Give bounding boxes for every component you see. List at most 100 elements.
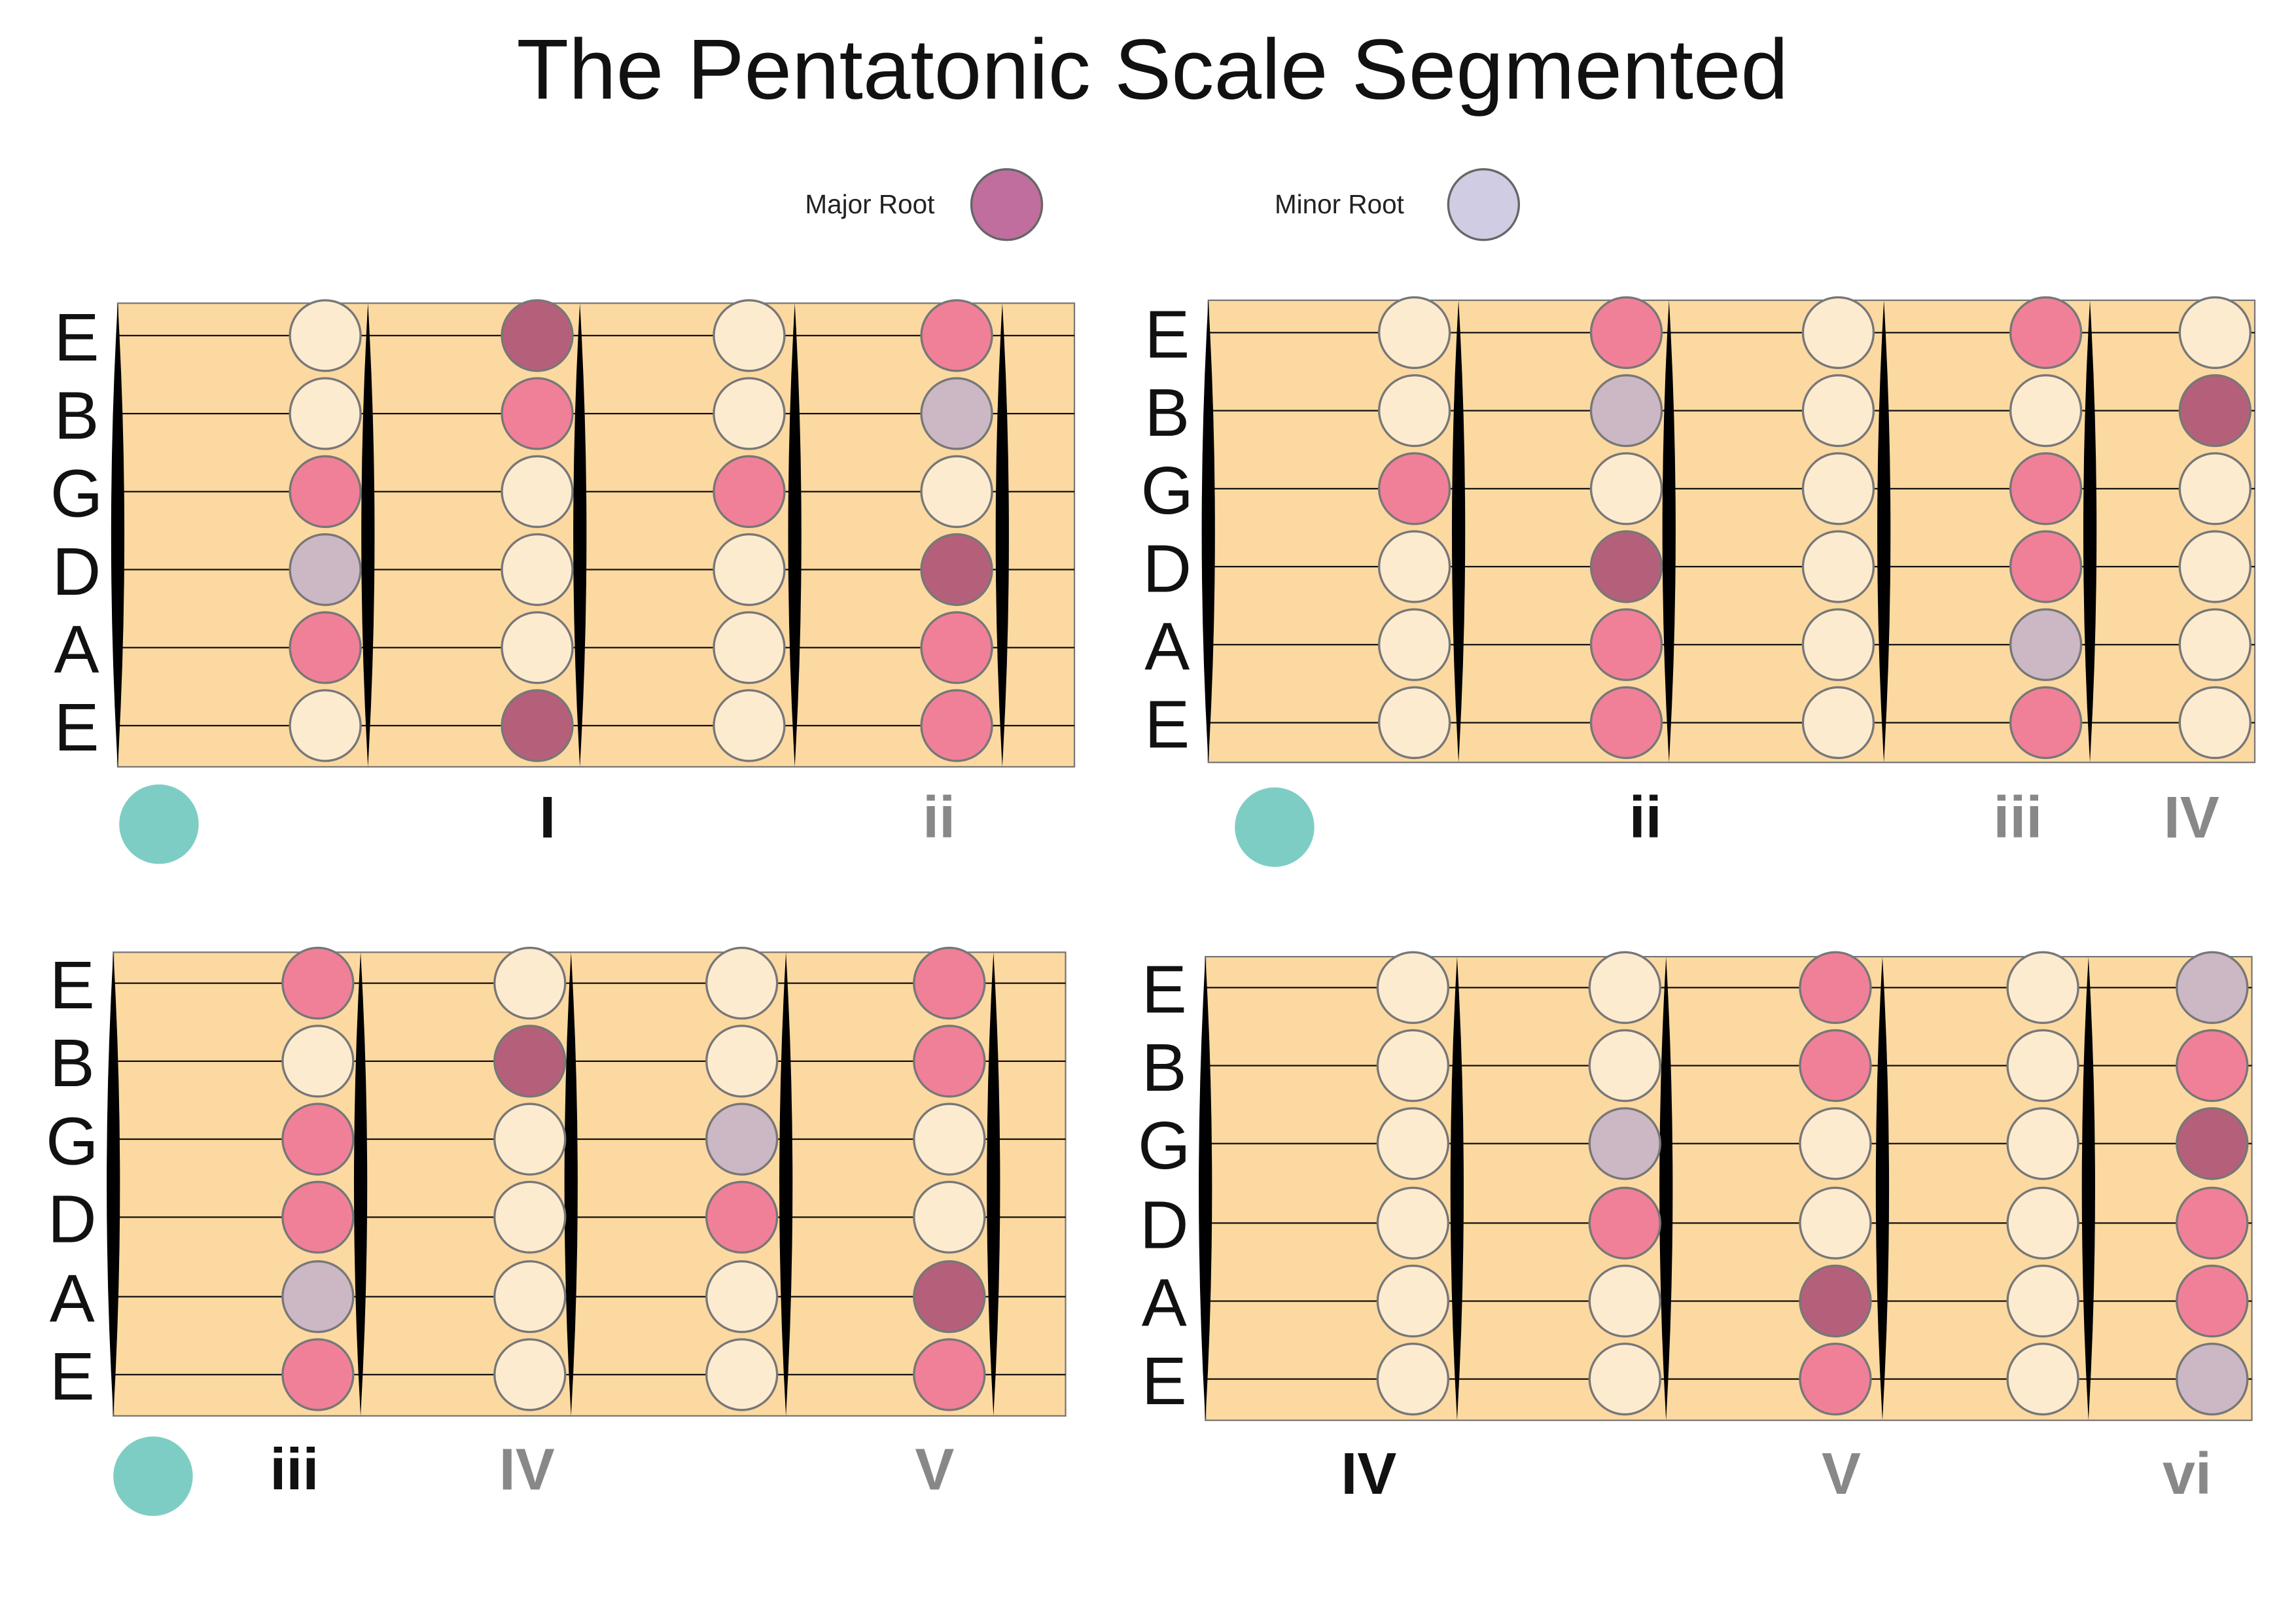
- note-dot: [2009, 530, 2083, 603]
- string-label: G: [1140, 452, 1193, 528]
- note-dot: [920, 299, 993, 372]
- note-dot: [1588, 1029, 1661, 1103]
- string-label: G: [46, 1103, 98, 1178]
- numeral: IV: [1341, 1441, 1396, 1507]
- marker: [119, 784, 199, 864]
- note-dot: [2178, 374, 2252, 448]
- note-dot: [1801, 686, 1875, 760]
- note-dot: [1801, 452, 1875, 525]
- note-dot: [2178, 452, 2252, 525]
- fret: [1659, 957, 1673, 1421]
- fret: [2081, 957, 2095, 1421]
- note-dot: [1799, 1264, 1872, 1338]
- note-dot: [713, 689, 786, 762]
- numeral: V: [1822, 1441, 1861, 1507]
- string-label: E: [1142, 1343, 1187, 1419]
- note-dot: [913, 1180, 986, 1254]
- note-dot: [920, 377, 993, 450]
- note-dot: [1588, 1186, 1661, 1260]
- note-dot: [913, 1103, 986, 1176]
- note-dot: [713, 455, 786, 528]
- note-dot: [913, 1338, 986, 1411]
- fretboard: [116, 302, 1076, 768]
- note-dot: [705, 1180, 779, 1254]
- note-dot: [1799, 1343, 1872, 1416]
- fret: [987, 952, 1000, 1416]
- string-label: E: [1142, 951, 1187, 1027]
- note-dot: [1377, 686, 1451, 760]
- note-dot: [1589, 374, 1663, 448]
- note-dot: [281, 1025, 355, 1098]
- note-dot: [1799, 1186, 1872, 1260]
- string-label: D: [1142, 530, 1192, 606]
- note-dot: [920, 611, 993, 684]
- note-dot: [493, 1103, 567, 1176]
- string-label: A: [1144, 608, 1190, 684]
- note-dot: [2178, 530, 2252, 603]
- note-dot: [913, 1025, 986, 1098]
- note-dot: [493, 1260, 567, 1333]
- note-dot: [493, 1338, 567, 1411]
- note-dot: [1799, 1029, 1872, 1103]
- string-label: A: [1142, 1265, 1187, 1341]
- note-dot: [1588, 951, 1661, 1025]
- note-dot: [1801, 374, 1875, 448]
- string-label: A: [54, 611, 99, 687]
- fret: [1875, 957, 1890, 1421]
- note-dot: [501, 377, 574, 450]
- fretboard: [1205, 955, 2253, 1421]
- fret: [779, 952, 793, 1416]
- note-dot: [913, 1260, 986, 1333]
- string-label: D: [52, 533, 101, 609]
- note-dot: [2006, 1107, 2079, 1180]
- note-dot: [2176, 1264, 2249, 1338]
- note-dot: [1377, 452, 1451, 525]
- string-label: B: [50, 1025, 95, 1101]
- note-dot: [1589, 296, 1663, 370]
- note-dot: [1801, 530, 1875, 603]
- note-dot: [713, 377, 786, 450]
- note-dot: [289, 455, 362, 528]
- legend-label: Minor Root: [1275, 189, 1404, 219]
- note-dot: [705, 1103, 779, 1176]
- note-dot: [289, 299, 362, 372]
- note-dot: [920, 689, 993, 762]
- note-dot: [2176, 1107, 2249, 1180]
- note-dot: [1799, 1107, 1872, 1180]
- numeral: IV: [499, 1437, 555, 1502]
- string-label: A: [50, 1260, 95, 1336]
- note-dot: [705, 1025, 779, 1098]
- note-dot: [1589, 608, 1663, 681]
- note-dot: [2176, 951, 2249, 1025]
- fret: [1451, 300, 1466, 763]
- string-label: E: [54, 299, 99, 375]
- note-dot: [2009, 452, 2083, 525]
- fretboard: [113, 951, 1067, 1417]
- note-dot: [2006, 1343, 2079, 1416]
- fret: [107, 952, 120, 1416]
- note-dot: [493, 1025, 567, 1098]
- note-dot: [1376, 1186, 1450, 1260]
- numeral: I: [539, 785, 556, 851]
- note-dot: [1377, 530, 1451, 603]
- note-dot: [1376, 1029, 1450, 1103]
- legend-swatch: [970, 168, 1044, 241]
- note-dot: [289, 611, 362, 684]
- fret: [1662, 300, 1676, 763]
- note-dot: [501, 455, 574, 528]
- note-dot: [281, 1260, 355, 1333]
- fret: [361, 303, 375, 767]
- string-label: E: [1144, 296, 1190, 372]
- fret: [1877, 300, 1891, 763]
- note-dot: [501, 533, 574, 607]
- note-dot: [2006, 951, 2079, 1025]
- note-dot: [1588, 1264, 1661, 1338]
- numeral: IV: [2164, 785, 2219, 851]
- fret: [788, 303, 802, 767]
- string-label: E: [54, 689, 99, 765]
- note-dot: [493, 946, 567, 1020]
- note-dot: [1589, 452, 1663, 525]
- note-dot: [2009, 686, 2083, 760]
- fret: [1450, 957, 1464, 1421]
